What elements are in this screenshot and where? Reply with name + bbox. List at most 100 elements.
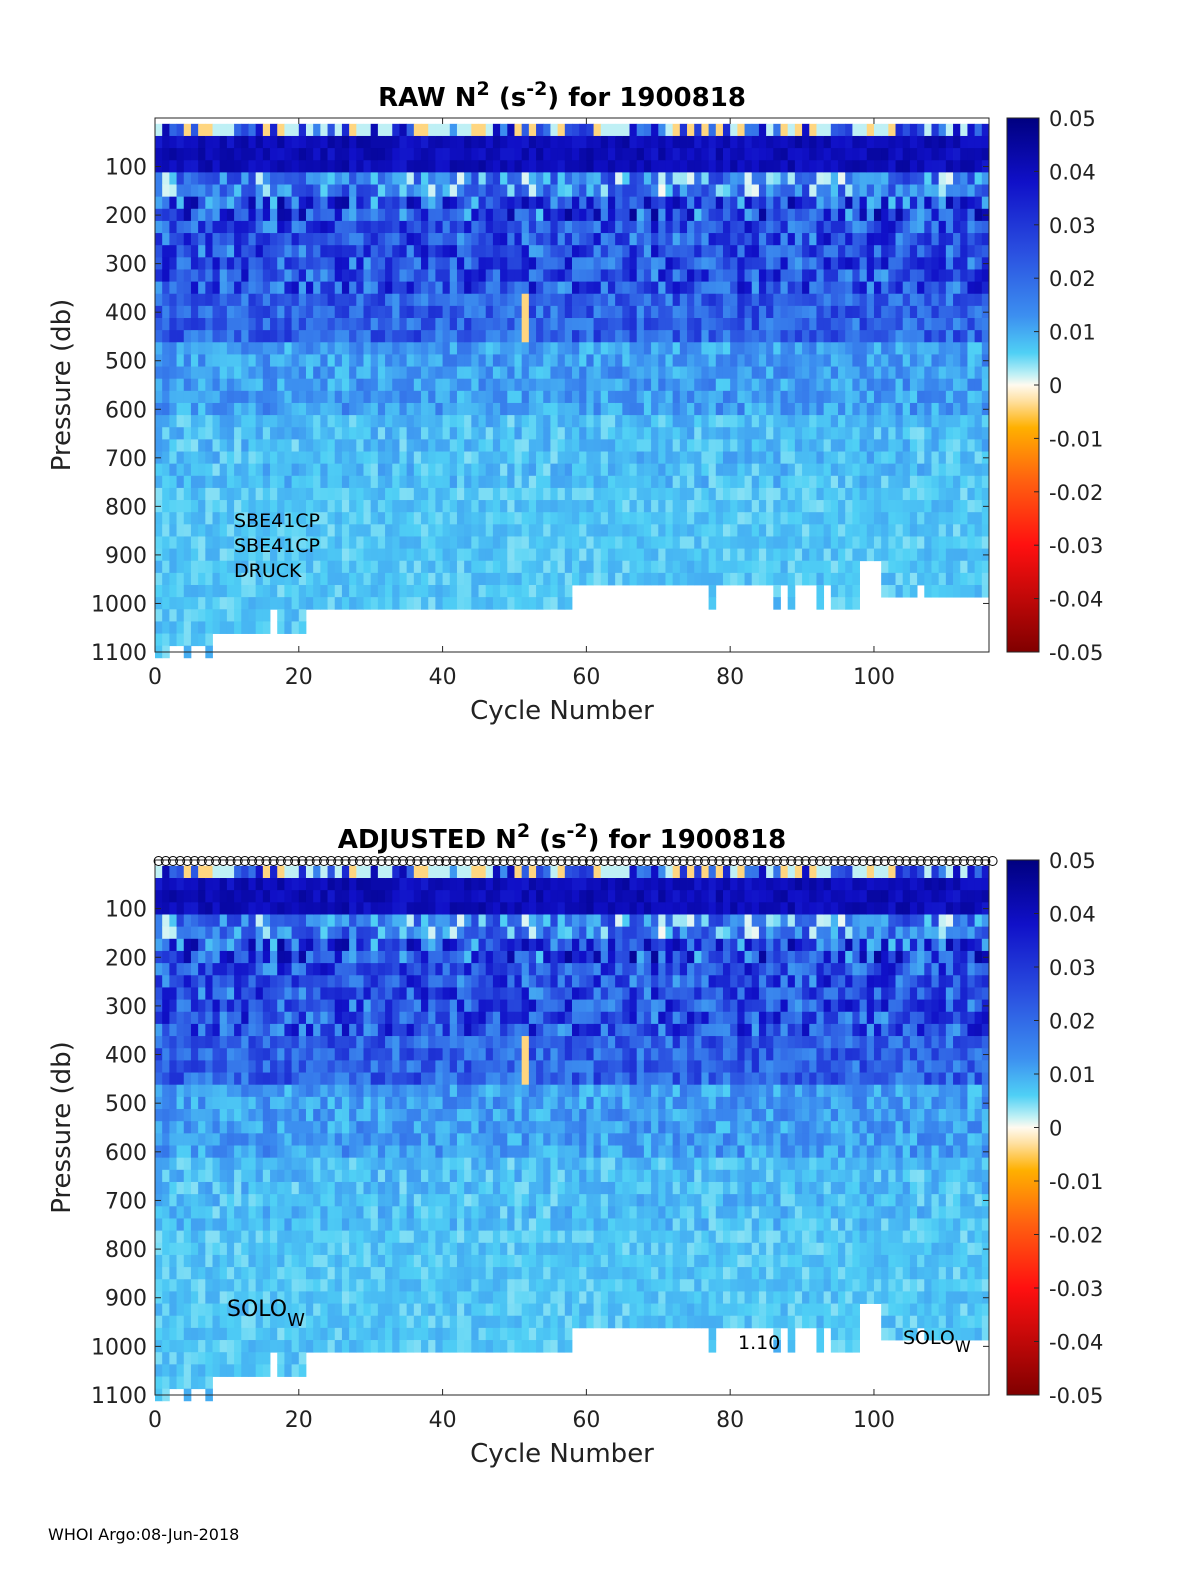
heatmap-cell bbox=[672, 184, 681, 198]
heatmap-cell bbox=[449, 487, 458, 501]
heatmap-cell bbox=[399, 233, 408, 246]
heatmap-cell bbox=[895, 487, 904, 501]
heatmap-cell bbox=[802, 148, 810, 161]
heatmap-cell bbox=[744, 548, 753, 562]
heatmap-cell bbox=[960, 512, 968, 525]
heatmap-cell bbox=[572, 560, 580, 574]
heatmap-cell bbox=[421, 390, 429, 404]
heatmap-cell bbox=[377, 281, 386, 295]
heatmap-cell bbox=[155, 560, 163, 574]
heatmap-cell bbox=[363, 402, 372, 416]
heatmap-cell bbox=[744, 160, 753, 173]
heatmap-cell bbox=[838, 402, 846, 416]
heatmap-cell bbox=[169, 1157, 177, 1171]
heatmap-cell bbox=[205, 160, 213, 173]
heatmap-cell bbox=[586, 475, 594, 489]
heatmap-cell bbox=[780, 330, 789, 343]
heatmap-cell bbox=[615, 415, 623, 428]
heatmap-cell bbox=[823, 293, 832, 307]
heatmap-cell bbox=[938, 184, 947, 198]
heatmap-cell bbox=[722, 257, 731, 270]
heatmap-cell bbox=[701, 293, 709, 307]
heatmap-cell bbox=[895, 172, 904, 185]
heatmap-cell bbox=[572, 463, 580, 477]
heatmap-cell bbox=[183, 451, 192, 465]
heatmap-cell bbox=[701, 123, 709, 137]
heatmap-cell bbox=[363, 560, 372, 574]
heatmap-cell bbox=[802, 475, 810, 489]
heatmap-cell bbox=[255, 402, 264, 416]
heatmap-cell bbox=[298, 585, 307, 598]
heatmap-cell bbox=[162, 1145, 170, 1159]
heatmap-cell bbox=[176, 938, 185, 952]
heatmap-cell bbox=[622, 160, 630, 173]
heatmap-cell bbox=[859, 487, 868, 501]
heatmap-cell bbox=[809, 318, 817, 331]
heatmap-cell bbox=[830, 257, 839, 270]
heatmap-cell bbox=[881, 475, 889, 489]
heatmap-cell bbox=[838, 366, 846, 380]
heatmap-cell bbox=[255, 451, 264, 465]
heatmap-cell bbox=[234, 548, 242, 562]
heatmap-cell bbox=[708, 548, 717, 562]
heatmap-cell bbox=[262, 172, 271, 185]
heatmap-cell bbox=[960, 257, 968, 270]
heatmap-cell bbox=[600, 208, 609, 222]
heatmap-cell bbox=[399, 257, 408, 270]
heatmap-cell bbox=[823, 305, 832, 319]
heatmap-cell bbox=[694, 135, 702, 149]
heatmap-cell bbox=[284, 402, 292, 416]
heatmap-cell bbox=[651, 402, 659, 416]
heatmap-cell bbox=[234, 500, 242, 513]
heatmap-cell bbox=[190, 950, 199, 964]
heatmap-cell bbox=[557, 585, 566, 598]
heatmap-cell bbox=[572, 378, 580, 392]
heatmap-cell bbox=[600, 451, 609, 465]
heatmap-cell bbox=[873, 536, 882, 549]
heatmap-cell bbox=[277, 487, 285, 501]
heatmap-cell bbox=[586, 318, 594, 331]
heatmap-cell bbox=[334, 318, 343, 331]
heatmap-cell bbox=[291, 245, 300, 258]
heatmap-cell bbox=[464, 196, 472, 210]
heatmap-cell bbox=[392, 354, 400, 367]
heatmap-cell bbox=[155, 463, 163, 477]
heatmap-cell bbox=[730, 245, 738, 258]
heatmap-cell bbox=[615, 196, 623, 210]
heatmap-cell bbox=[715, 257, 724, 270]
heatmap-cell bbox=[658, 451, 666, 465]
heatmap-cell bbox=[701, 233, 709, 246]
heatmap-cell bbox=[198, 1181, 206, 1195]
heatmap-cell bbox=[766, 475, 774, 489]
heatmap-cell bbox=[514, 475, 523, 489]
heatmap-cell bbox=[492, 342, 501, 355]
heatmap-cell bbox=[981, 536, 990, 549]
heatmap-cell bbox=[471, 305, 479, 319]
heatmap-cell bbox=[284, 281, 292, 295]
heatmap-cell bbox=[212, 293, 221, 307]
heatmap-cell bbox=[931, 439, 940, 452]
heatmap-cell bbox=[212, 548, 221, 562]
heatmap-cell bbox=[176, 390, 185, 404]
heatmap-cell bbox=[636, 512, 645, 525]
heatmap-cell bbox=[435, 318, 443, 331]
heatmap-cell bbox=[607, 560, 616, 574]
heatmap-cell bbox=[255, 318, 264, 331]
heatmap-cell bbox=[809, 184, 817, 198]
heatmap-cell bbox=[967, 427, 976, 440]
heatmap-cell bbox=[406, 548, 415, 562]
heatmap-cell bbox=[730, 354, 738, 367]
heatmap-cell bbox=[895, 184, 904, 198]
heatmap-cell bbox=[758, 135, 767, 149]
heatmap-cell bbox=[866, 318, 875, 331]
heatmap-cell bbox=[169, 293, 177, 307]
heatmap-cell bbox=[291, 257, 300, 270]
heatmap-cell bbox=[248, 536, 257, 549]
heatmap-cell bbox=[572, 390, 580, 404]
heatmap-cell bbox=[974, 427, 983, 440]
heatmap-cell bbox=[766, 148, 774, 161]
heatmap-cell bbox=[212, 196, 221, 210]
heatmap-cell bbox=[809, 160, 817, 173]
heatmap-cell bbox=[917, 135, 925, 149]
heatmap-cell bbox=[938, 160, 947, 173]
